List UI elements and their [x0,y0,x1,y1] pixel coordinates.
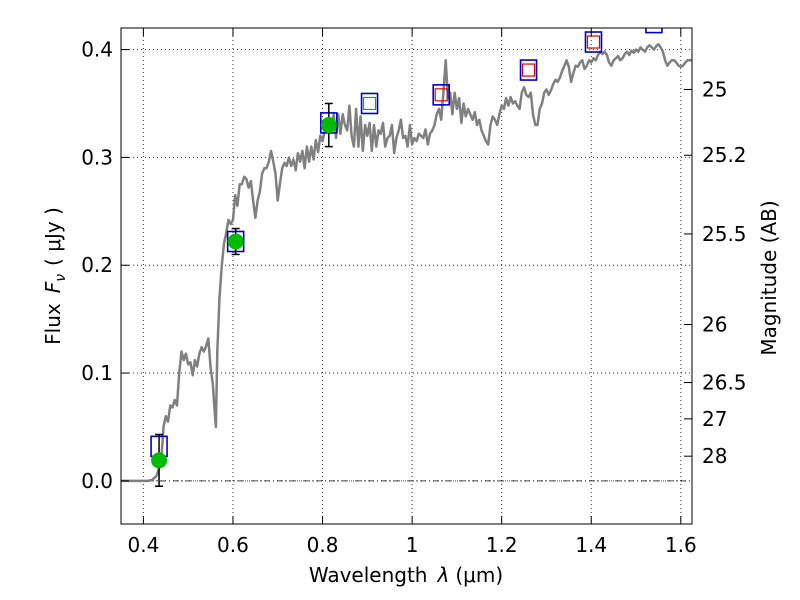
x-tick-label: 1 [406,533,419,557]
x-axis-ticks: 0.4 0.6 0.8 1 1.2 1.4 1.6 [127,28,697,557]
grid-lines [121,28,692,524]
magnitude-tick-label: 25.2 [702,143,747,167]
x-axis-label-symbol: λ [437,563,450,587]
x-tick-label: 1.4 [575,533,607,557]
model-box [645,28,663,34]
spectrum-line [121,42,692,483]
y-tick-label: 0.0 [81,469,113,493]
y-axis-label: Flux Fν ( μJy ) [41,207,69,345]
photometry-points [151,117,337,469]
x-axis-label-text: Wavelength [309,563,428,587]
y-tick-label: 0.2 [81,253,113,277]
magnitude-axis-ticks: 25 25.2 25.5 26 26.5 27 28 [684,77,747,468]
x-tick-label: 1.2 [486,533,518,557]
model-box [432,84,451,106]
magnitude-tick-label: 28 [702,444,727,468]
photometry-point [227,233,244,250]
x-tick-label: 1.6 [665,533,697,557]
y2-axis-label: Magnitude (AB) [757,200,781,355]
y-axis-label-text: Flux [41,303,65,345]
model-box [360,92,379,115]
model-boxes [150,28,663,458]
magnitude-tick-label: 26.5 [702,371,747,395]
model-box-inner [362,96,377,111]
magnitude-tick-label: 25.5 [702,222,747,246]
y-axis-ticks: 0.0 0.1 0.2 0.3 0.4 [81,38,129,493]
model-box [519,59,538,81]
y-tick-label: 0.3 [81,145,113,169]
x-tick-label: 0.8 [307,533,339,557]
y-tick-label: 0.4 [81,38,113,62]
model-box-inner [434,88,448,102]
y-axis-label-unit: ( μJy ) [41,207,65,266]
model-box [584,31,603,53]
magnitude-tick-label: 26 [702,313,727,337]
x-axis-label-unit: (μm) [455,563,503,587]
magnitude-tick-label: 25 [702,77,727,101]
photometry-point [151,452,168,469]
photometry-point [320,117,337,134]
y-axis-label-symbol: F [41,281,65,293]
y-tick-label: 0.1 [81,361,113,385]
x-tick-label: 0.4 [127,533,159,557]
magnitude-tick-label: 27 [702,407,727,431]
y-axis-label-subscript: ν [53,274,69,282]
plot-area [121,28,692,488]
x-axis-label: Wavelength λ (μm) [309,563,503,587]
model-box-inner [521,63,536,77]
plot-frame [120,27,693,525]
x-tick-label: 0.6 [217,533,249,557]
model-box-inner [586,35,601,49]
